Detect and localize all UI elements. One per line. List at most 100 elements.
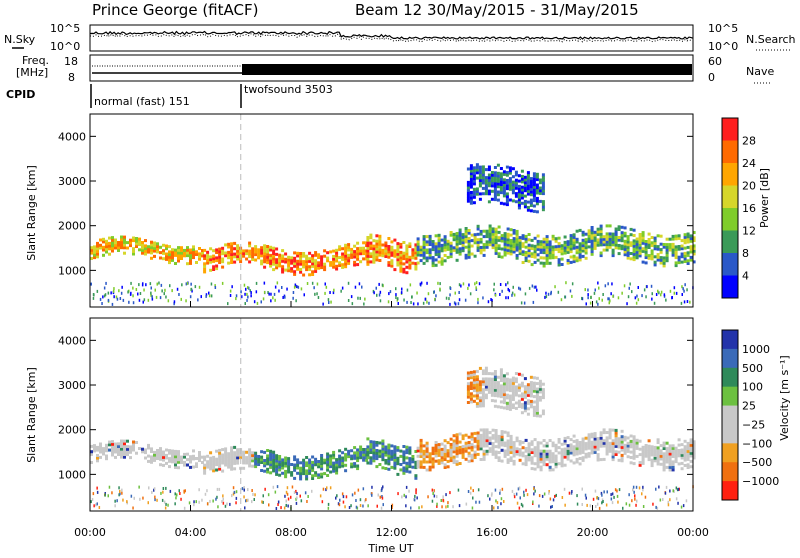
heatmap-cell — [611, 450, 615, 453]
heatmap-cell — [263, 249, 267, 253]
heatmap-noise-cell — [571, 294, 573, 298]
heatmap-cell — [260, 259, 264, 263]
heatmap-noise-cell — [262, 494, 264, 498]
heatmap-cell — [605, 243, 609, 247]
heatmap-cell — [566, 261, 570, 265]
heatmap-cell — [117, 249, 120, 252]
heatmap-noise-cell — [249, 289, 251, 293]
heatmap-cell — [227, 452, 231, 456]
heatmap-noise-cell — [332, 291, 335, 295]
heatmap-cell — [320, 472, 324, 476]
heatmap-noise-cell — [120, 291, 123, 295]
heatmap-cell — [659, 462, 663, 466]
heatmap-cell — [189, 460, 192, 464]
heatmap-cell — [425, 455, 429, 459]
heatmap-noise-cell — [222, 494, 224, 498]
heatmap-cell — [362, 453, 366, 457]
heatmap-cell — [452, 447, 456, 451]
heatmap-cell — [653, 255, 657, 259]
heatmap-cell — [384, 448, 388, 452]
heatmap-noise-cell — [531, 284, 534, 288]
heatmap-cell — [496, 179, 500, 183]
heatmap-noise-cell — [464, 298, 467, 302]
heatmap-cell — [472, 193, 476, 197]
heatmap-noise-cell — [665, 298, 667, 302]
heatmap-noise-cell — [513, 495, 516, 499]
heatmap-cell — [485, 240, 489, 244]
heatmap-noise-cell — [616, 494, 619, 498]
heatmap-cell — [590, 440, 594, 444]
heatmap-noise-cell — [634, 497, 636, 501]
heatmap-cell — [503, 242, 507, 246]
heatmap-noise-cell — [290, 495, 292, 499]
heatmap-cell — [366, 249, 370, 253]
heatmap-cell — [326, 457, 330, 461]
heatmap-cell — [159, 245, 162, 249]
heatmap-cell — [563, 436, 567, 440]
heatmap-noise-cell — [604, 284, 607, 288]
heatmap-cell — [449, 459, 453, 463]
heatmap-cell — [535, 403, 539, 407]
heatmap-cell — [141, 243, 144, 247]
heatmap-cell — [257, 463, 261, 466]
heatmap-cell — [192, 465, 195, 469]
heatmap-noise-cell — [631, 290, 633, 294]
y-tick-label: 3000 — [58, 175, 86, 188]
heatmap-cell — [332, 260, 336, 264]
heatmap-noise-cell — [351, 493, 354, 497]
heatmap-cell — [584, 243, 588, 247]
heatmap-cell — [599, 254, 603, 258]
heatmap-cell — [593, 450, 597, 454]
heatmap-cell — [425, 256, 429, 260]
heatmap-cell — [469, 174, 473, 178]
heatmap-cell — [494, 434, 498, 438]
heatmap-cell — [563, 439, 567, 443]
heatmap-cell — [671, 468, 675, 472]
heatmap-cell — [497, 244, 501, 248]
heatmap-noise-cell — [662, 498, 664, 501]
heatmap-cell — [278, 465, 282, 469]
colorbar-tick-label: 8 — [742, 247, 749, 260]
heatmap-cell — [526, 187, 530, 191]
heatmap-noise-cell — [636, 294, 638, 298]
heatmap-cell — [500, 247, 504, 251]
heatmap-cell — [366, 437, 370, 441]
heatmap-cell — [626, 455, 630, 459]
heatmap-cell — [599, 436, 603, 440]
heatmap-cell — [629, 461, 633, 465]
heatmap-cell — [266, 247, 270, 251]
heatmap-cell — [502, 178, 506, 182]
heatmap-cell — [257, 457, 261, 461]
heatmap-cell — [120, 442, 123, 446]
heatmap-cell — [542, 444, 546, 448]
heatmap-cell — [662, 444, 666, 448]
heatmap-cell — [402, 469, 406, 473]
heatmap-cell — [533, 247, 537, 251]
heatmap-cell — [305, 477, 309, 481]
heatmap-cell — [302, 469, 306, 473]
heatmap-cell — [608, 447, 612, 451]
heatmap-cell — [102, 245, 105, 249]
heatmap-noise-cell — [313, 286, 315, 290]
heatmap-cell — [206, 258, 210, 262]
heatmap-cell — [440, 249, 444, 253]
heatmap-noise-cell — [581, 503, 583, 506]
heatmap-cell — [466, 186, 470, 190]
heatmap-cell — [508, 389, 512, 393]
heatmap-cell — [523, 409, 527, 413]
heatmap-cell — [647, 254, 651, 258]
heatmap-cell — [596, 233, 600, 236]
heatmap-cell — [536, 258, 540, 262]
heatmap-cell — [475, 163, 479, 167]
heatmap-cell — [372, 440, 376, 444]
heatmap-cell — [557, 244, 561, 248]
heatmap-cell — [509, 437, 513, 441]
heatmap-noise-cell — [454, 302, 457, 306]
heatmap-cell — [446, 451, 450, 455]
heatmap-cell — [230, 462, 234, 466]
heatmap-cell — [123, 238, 126, 242]
heatmap-noise-cell — [350, 295, 353, 299]
heatmap-cell — [617, 458, 621, 462]
noise-tick-high-left: 10^5 — [50, 22, 80, 35]
